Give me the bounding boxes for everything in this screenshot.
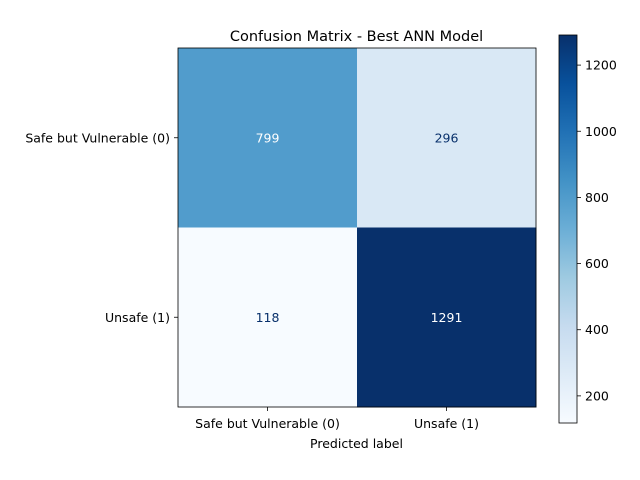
- colorbar: [558, 34, 578, 424]
- matrix-cells: [178, 48, 537, 408]
- y-tick-label: Unsafe (1): [105, 310, 170, 325]
- colorbar-tick-label: 1000: [585, 124, 617, 139]
- matrix-cell: [178, 48, 358, 228]
- colorbar-tick-label: 200: [585, 388, 609, 403]
- x-tick-label: Unsafe (1): [414, 416, 479, 431]
- colorbar-tick-label: 400: [585, 322, 609, 337]
- cell-value-label: 118: [256, 310, 280, 325]
- x-axis-label: Predicted label: [310, 436, 403, 451]
- cell-value-label: 1291: [431, 310, 463, 325]
- x-tick-label: Safe but Vulnerable (0): [195, 416, 340, 431]
- y-tick-label: Safe but Vulnerable (0): [25, 130, 170, 145]
- cell-value-label: 296: [435, 130, 459, 145]
- x-axis: Safe but Vulnerable (0) Unsafe (1): [195, 407, 479, 431]
- colorbar-tick-label: 600: [585, 256, 609, 271]
- chart-title: Confusion Matrix - Best ANN Model: [230, 29, 483, 45]
- matrix-cell-labels: 799 296 118 1291: [256, 130, 463, 325]
- cell-value-label: 799: [256, 130, 280, 145]
- matrix-cell: [178, 227, 358, 408]
- colorbar-tick-label: 1200: [585, 58, 617, 73]
- colorbar-tick-label: 800: [585, 190, 609, 205]
- matrix-frame: [177, 47, 537, 408]
- matrix-cell: [357, 227, 537, 408]
- matrix-cell: [357, 48, 537, 228]
- colorbar-ticks: 200 400 600 800 1000 1200: [577, 58, 617, 403]
- y-axis: Safe but Vulnerable (0) Unsafe (1): [25, 130, 178, 325]
